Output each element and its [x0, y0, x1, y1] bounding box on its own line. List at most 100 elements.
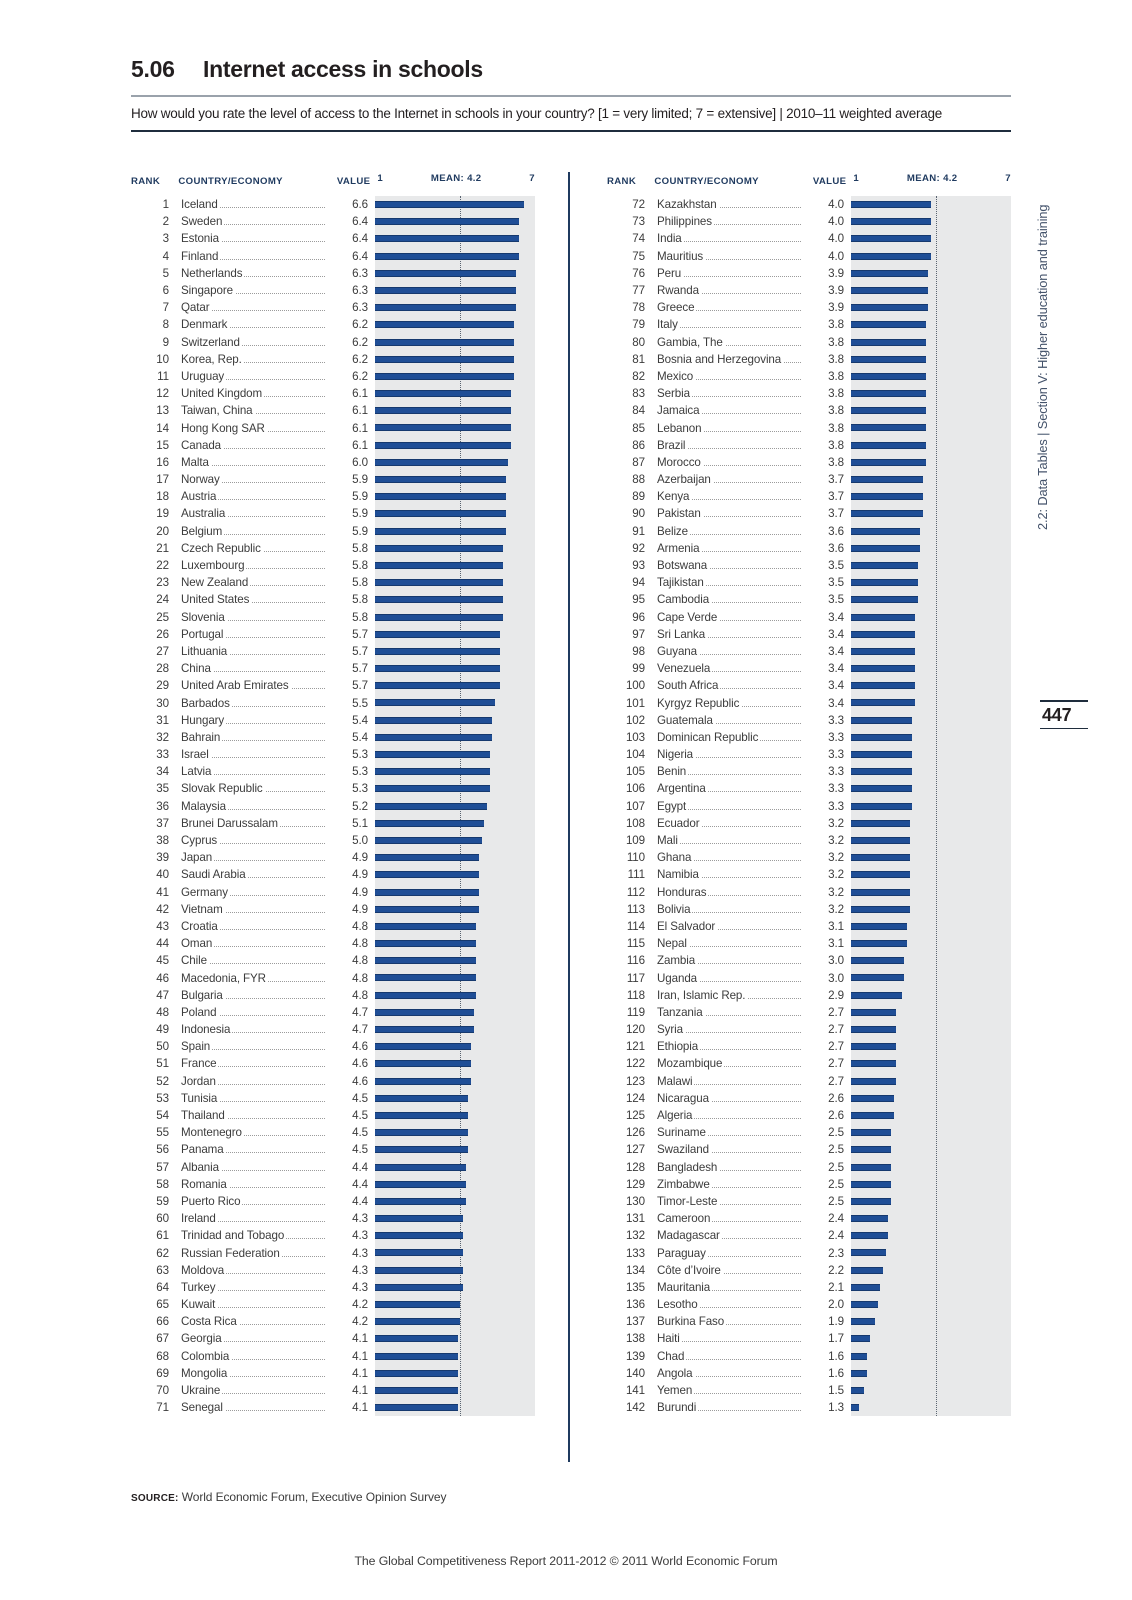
cell-value: 3.4	[801, 627, 844, 641]
cell-value: 5.3	[325, 782, 368, 796]
cell-rank: 94	[632, 576, 645, 590]
cell-country: Colombia	[173, 1349, 325, 1363]
country-name: Belgium	[181, 524, 225, 538]
country-name: Cambodia	[657, 593, 712, 607]
table-row: 2 Sweden 6.4	[131, 213, 535, 230]
cell-bar-track	[375, 694, 535, 711]
cell-bar-track	[851, 729, 1011, 746]
cell-value: 3.0	[801, 971, 844, 985]
value-bar	[375, 1215, 463, 1223]
table-row: 61 Trinidad and Tobago 4.3	[131, 1227, 535, 1244]
table-row: 57 Albania 4.4	[131, 1159, 535, 1176]
cell-value: 3.8	[801, 318, 844, 332]
country-name: Portugal	[181, 627, 226, 641]
cell-rank: 101	[625, 696, 645, 710]
cell-rank: 87	[632, 455, 645, 469]
cell-country: Guatemala	[649, 713, 801, 727]
cell-rank: 73	[632, 215, 645, 229]
leader-dots	[657, 344, 801, 346]
cell-value: 3.8	[801, 335, 844, 349]
table-row: 70 Ukraine 4.1	[131, 1382, 535, 1399]
page-subtitle: How would you rate the level of access t…	[131, 106, 942, 121]
table-row: 9 Switzerland 6.2	[131, 334, 535, 351]
table-row: 120 Syria 2.7	[607, 1021, 1011, 1038]
leader-dots	[657, 1169, 801, 1171]
country-name: Mauritania	[657, 1280, 713, 1294]
cell-value: 5.1	[325, 816, 368, 830]
value-bar	[375, 390, 511, 398]
cell-country: Nigeria	[649, 748, 801, 762]
cell-bar-track	[375, 1279, 535, 1296]
cell-rank: 130	[625, 1194, 645, 1208]
value-bar	[375, 1197, 466, 1205]
cell-bar-track	[375, 729, 535, 746]
cell-country: Angola	[649, 1366, 801, 1380]
table-row: 108 Ecuador 3.2	[607, 815, 1011, 832]
cell-bar-track	[375, 1296, 535, 1313]
leader-dots	[181, 1083, 325, 1085]
leader-dots	[657, 482, 801, 484]
leader-dots	[181, 808, 325, 810]
cell-country: Mozambique	[649, 1057, 801, 1071]
cell-rank: 54	[156, 1109, 169, 1123]
cell-value: 3.8	[801, 438, 844, 452]
cell-rank: 77	[632, 284, 645, 298]
cell-bar-track	[375, 1055, 535, 1072]
leader-dots	[657, 757, 801, 759]
leader-dots	[657, 310, 801, 312]
leader-dots	[181, 946, 325, 948]
leader-dots	[181, 310, 325, 312]
cell-bar-track	[851, 987, 1011, 1004]
cell-value: 2.1	[801, 1280, 844, 1294]
cell-value: 2.9	[801, 988, 844, 1002]
cell-country: Rwanda	[649, 284, 801, 298]
leader-dots	[657, 1289, 801, 1291]
source-label: SOURCE:	[131, 1493, 179, 1504]
cell-value: 6.2	[325, 335, 368, 349]
value-bar	[851, 1094, 894, 1102]
country-name: Mali	[657, 834, 680, 848]
country-name: Uruguay	[181, 369, 227, 383]
cell-rank: 39	[156, 851, 169, 865]
value-bar	[375, 1386, 458, 1394]
table-row: 131 Cameroon 2.4	[607, 1210, 1011, 1227]
leader-dots	[657, 1238, 801, 1240]
cell-value: 4.3	[325, 1229, 368, 1243]
value-bar	[375, 1180, 466, 1188]
cell-rank: 6	[162, 284, 169, 298]
table-row: 79 Italy 3.8	[607, 316, 1011, 333]
cell-bar-track	[375, 574, 535, 591]
cell-country: Paraguay	[649, 1246, 801, 1260]
cell-country: Trinidad and Tobago	[173, 1229, 325, 1243]
table-row: 126 Suriname 2.5	[607, 1124, 1011, 1141]
cell-bar-track	[375, 1038, 535, 1055]
country-name: Nigeria	[657, 748, 696, 762]
country-name: United Kingdom	[181, 387, 265, 401]
table-row: 84 Jamaica 3.8	[607, 402, 1011, 419]
country-name: Brunei Darussalam	[181, 816, 280, 830]
cell-bar-track	[851, 334, 1011, 351]
table-row: 38 Cyprus 5.0	[131, 832, 535, 849]
table-row: 95 Cambodia 3.5	[607, 591, 1011, 608]
country-name: Canada	[181, 438, 224, 452]
leader-dots	[181, 653, 325, 655]
cell-rank: 117	[626, 971, 645, 985]
cell-value: 6.2	[325, 352, 368, 366]
cell-bar-track	[851, 316, 1011, 333]
value-bar	[851, 510, 923, 518]
country-name: Tajikistan	[657, 576, 706, 590]
cell-value: 1.3	[801, 1401, 844, 1415]
table-row: 42 Vietnam 4.9	[131, 901, 535, 918]
cell-country: El Salvador	[649, 919, 801, 933]
country-name: Ghana	[657, 851, 694, 865]
cell-country: Swaziland	[649, 1143, 801, 1157]
cell-value: 5.4	[325, 713, 368, 727]
cell-value: 4.4	[325, 1177, 368, 1191]
cell-value: 4.3	[325, 1212, 368, 1226]
country-name: Macedonia, FYR	[181, 971, 268, 985]
leader-dots	[657, 1393, 801, 1395]
cell-bar-track	[375, 712, 535, 729]
leader-dots	[657, 1324, 801, 1326]
country-name: Hong Kong SAR	[181, 421, 267, 435]
cell-bar-track	[851, 1141, 1011, 1158]
